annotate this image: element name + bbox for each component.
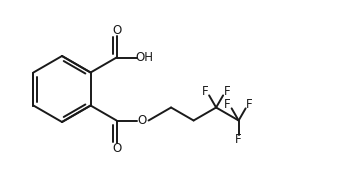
Text: O: O bbox=[112, 23, 121, 36]
Text: F: F bbox=[224, 98, 231, 111]
Text: OH: OH bbox=[136, 51, 154, 64]
Text: F: F bbox=[235, 133, 242, 146]
Text: F: F bbox=[224, 85, 231, 98]
Text: O: O bbox=[112, 142, 121, 155]
Text: F: F bbox=[202, 85, 208, 98]
Text: O: O bbox=[137, 114, 146, 127]
Text: F: F bbox=[246, 98, 253, 111]
